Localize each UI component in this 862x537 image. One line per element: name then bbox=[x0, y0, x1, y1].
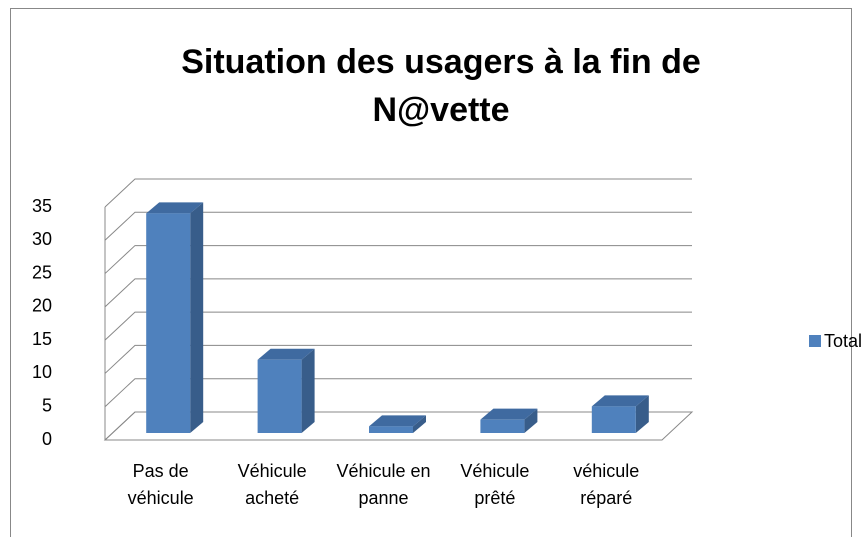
bar-side bbox=[190, 202, 204, 433]
bar-side bbox=[635, 395, 649, 433]
chart-frame bbox=[10, 8, 852, 537]
bar-top bbox=[369, 415, 426, 427]
x-tick-label: Véhicule acheté bbox=[237, 461, 307, 508]
bar bbox=[369, 426, 413, 433]
x-tick-label: Pas de véhicule bbox=[127, 461, 194, 508]
y-tick-label: 20 bbox=[32, 296, 52, 316]
y-tick-label: 30 bbox=[32, 229, 52, 249]
bar-top bbox=[591, 395, 649, 407]
grid-line bbox=[104, 278, 692, 308]
bar-top bbox=[480, 408, 538, 420]
bar-side bbox=[301, 348, 315, 433]
bar bbox=[257, 359, 302, 433]
legend-swatch bbox=[809, 335, 821, 347]
grid-line bbox=[104, 311, 692, 341]
bar bbox=[591, 406, 636, 433]
legend-label: Total bbox=[824, 331, 862, 351]
x-tick-label: Véhicule prêté bbox=[460, 461, 530, 508]
y-tick-label: 25 bbox=[32, 262, 52, 282]
chart-title: Situation des usagers à la fin de N@vett… bbox=[181, 43, 701, 129]
grid-line bbox=[104, 211, 692, 241]
y-tick-label: 35 bbox=[32, 196, 52, 216]
x-tick-label: Véhicule en panne bbox=[336, 461, 431, 508]
grid-line bbox=[104, 344, 692, 374]
bar-side bbox=[524, 408, 538, 433]
bar bbox=[480, 419, 525, 433]
grid-line bbox=[104, 178, 692, 208]
bar-side bbox=[413, 415, 426, 433]
x-tick-label: véhicule réparé bbox=[573, 461, 640, 508]
bar-top bbox=[257, 348, 315, 360]
bar bbox=[146, 213, 191, 433]
y-tick-label: 15 bbox=[32, 329, 52, 349]
grid-line bbox=[104, 378, 692, 408]
grid-line bbox=[104, 245, 692, 274]
bar-top bbox=[146, 202, 204, 214]
y-tick-label: 0 bbox=[42, 429, 52, 449]
y-tick-label: 10 bbox=[32, 362, 52, 382]
y-tick-label: 5 bbox=[42, 395, 52, 415]
